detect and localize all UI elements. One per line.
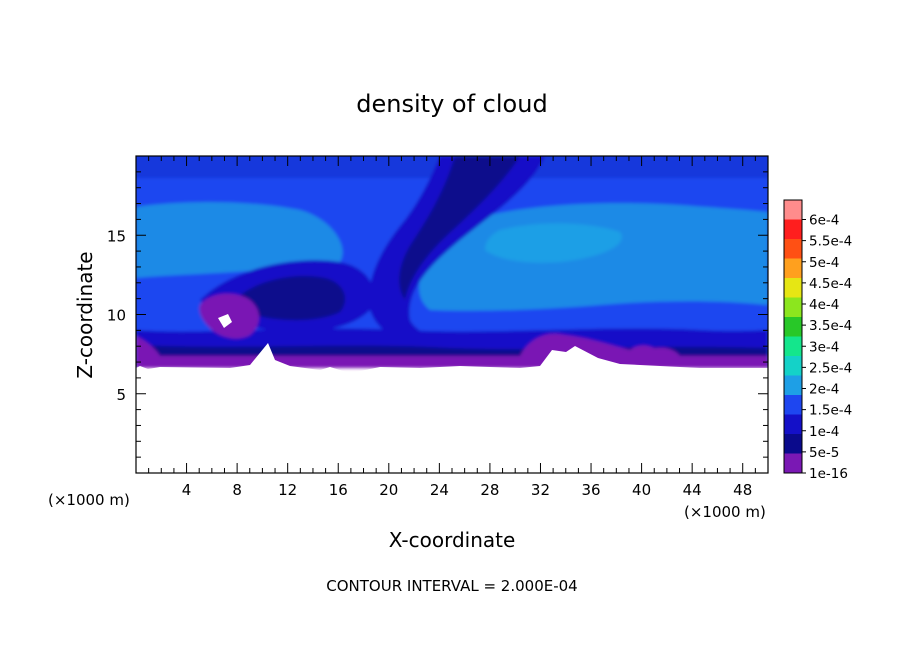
colorbar-label: 4e-4: [809, 297, 839, 313]
x-ticks: 4 8 12 16 20 24 28 32 36 40 44 48: [148, 156, 756, 499]
clear-hole: [218, 314, 232, 328]
y-axis-label: Z-coordinate: [73, 251, 97, 378]
colorbar-swatch: [784, 278, 802, 298]
colorbar: 1e-16 5e-5 1e-4 1.5e-4 2e-4 2.5e-4 3e-4 3.5e-4 4…: [783, 199, 852, 482]
x-tick-label: 24: [430, 481, 449, 499]
colorbar-swatch: [784, 317, 802, 337]
colorbar-label: 4.5e-4: [809, 276, 852, 292]
cyan-core: [485, 223, 622, 263]
dark-filament: [369, 156, 545, 355]
x-tick-label: 8: [232, 481, 242, 499]
colorbar-swatch: [784, 375, 802, 395]
y-tick-label: 5: [116, 386, 126, 404]
colorbar-label: 5e-4: [809, 255, 839, 271]
contour-interval-note: CONTOUR INTERVAL = 2.000E-04: [326, 577, 577, 595]
colorbar-label: 3.5e-4: [809, 318, 852, 334]
colorbar-label: 6e-4: [809, 213, 839, 229]
x-axis-label: X-coordinate: [389, 528, 516, 552]
colorbar-swatch: [784, 453, 802, 473]
x-tick-label: 28: [480, 481, 499, 499]
y-ticks: 5 10 15: [107, 171, 768, 458]
colorbar-label: 2.5e-4: [809, 360, 852, 376]
plot-area: [136, 156, 768, 473]
x-tick-label: 4: [182, 481, 192, 499]
colorbar-swatch: [784, 200, 802, 220]
colorbar-swatch: [784, 239, 802, 259]
x-tick-label: 16: [329, 481, 348, 499]
colorbar-label: 3e-4: [809, 339, 839, 355]
colorbar-label: 1.5e-4: [809, 403, 852, 419]
purple-bump-right: [520, 333, 665, 356]
y-tick-label: 10: [107, 307, 126, 325]
x-tick-label: 32: [531, 481, 550, 499]
colorbar-swatch: [784, 356, 802, 376]
x-unit-left: (×1000 m): [48, 491, 130, 509]
x-unit-right: (×1000 m): [684, 503, 766, 521]
colorbar-swatch: [784, 297, 802, 317]
clear-air: [136, 343, 768, 473]
light-region-left: [136, 202, 343, 278]
colorbar-swatch: [784, 395, 802, 415]
purple-bump-left: [136, 336, 160, 356]
colorbar-label: 1e-16: [809, 466, 848, 482]
x-tick-label: 40: [632, 481, 651, 499]
colorbar-frame: [783, 199, 803, 474]
colorbar-swatch: [784, 434, 802, 454]
colorbar-swatch: [784, 336, 802, 356]
purple-eddy: [199, 293, 259, 339]
purple-bump-far: [640, 347, 680, 356]
y-tick-label: 15: [107, 227, 126, 245]
dark-filament-inner: [399, 156, 520, 300]
colorbar-label: 1e-4: [809, 424, 839, 440]
colorbar-label: 5.5e-4: [809, 234, 852, 250]
colorbar-swatch: [784, 219, 802, 239]
x-tick-label: 20: [379, 481, 398, 499]
colorbar-label: 2e-4: [809, 382, 839, 398]
colorbar-swatch: [784, 414, 802, 434]
eddy-dark: [235, 276, 345, 321]
x-tick-label: 48: [733, 481, 752, 499]
x-tick-label: 44: [683, 481, 702, 499]
x-tick-label: 12: [278, 481, 297, 499]
purple-base: [136, 356, 768, 368]
colorbar-label: 5e-5: [809, 445, 839, 461]
chart-title: density of cloud: [356, 90, 547, 118]
colorbar-swatch: [784, 258, 802, 278]
x-tick-label: 36: [581, 481, 600, 499]
